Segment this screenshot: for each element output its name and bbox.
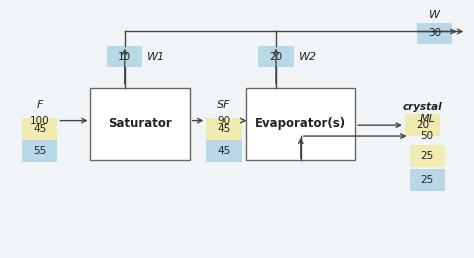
- Text: 25: 25: [420, 151, 434, 161]
- Bar: [22, 140, 57, 162]
- Bar: [258, 46, 294, 67]
- Text: 45: 45: [218, 146, 231, 156]
- Bar: [246, 88, 355, 160]
- Text: Evaporator(s): Evaporator(s): [255, 117, 346, 130]
- Text: 55: 55: [33, 146, 46, 156]
- Text: 90: 90: [218, 116, 230, 126]
- Text: 30: 30: [428, 28, 441, 38]
- Text: 25: 25: [420, 175, 434, 185]
- Bar: [410, 169, 445, 191]
- Text: crystal: crystal: [403, 102, 442, 112]
- Bar: [417, 22, 452, 44]
- Bar: [107, 46, 143, 67]
- Text: 45: 45: [33, 124, 46, 134]
- Text: 20: 20: [269, 52, 283, 61]
- Bar: [91, 88, 190, 160]
- Bar: [410, 145, 445, 167]
- Bar: [405, 114, 440, 136]
- Text: 10: 10: [118, 52, 131, 61]
- Bar: [22, 118, 57, 140]
- Bar: [206, 118, 242, 140]
- Text: F: F: [36, 100, 43, 110]
- Text: SF: SF: [217, 100, 231, 110]
- Text: W1: W1: [147, 52, 165, 61]
- Text: 50: 50: [420, 131, 434, 141]
- Bar: [206, 140, 242, 162]
- Text: ML: ML: [419, 114, 435, 124]
- Text: 20: 20: [416, 120, 429, 130]
- Text: 45: 45: [218, 124, 231, 134]
- Text: W: W: [429, 10, 440, 20]
- Text: W2: W2: [299, 52, 317, 61]
- Text: 100: 100: [30, 116, 49, 126]
- Text: Saturator: Saturator: [108, 117, 172, 130]
